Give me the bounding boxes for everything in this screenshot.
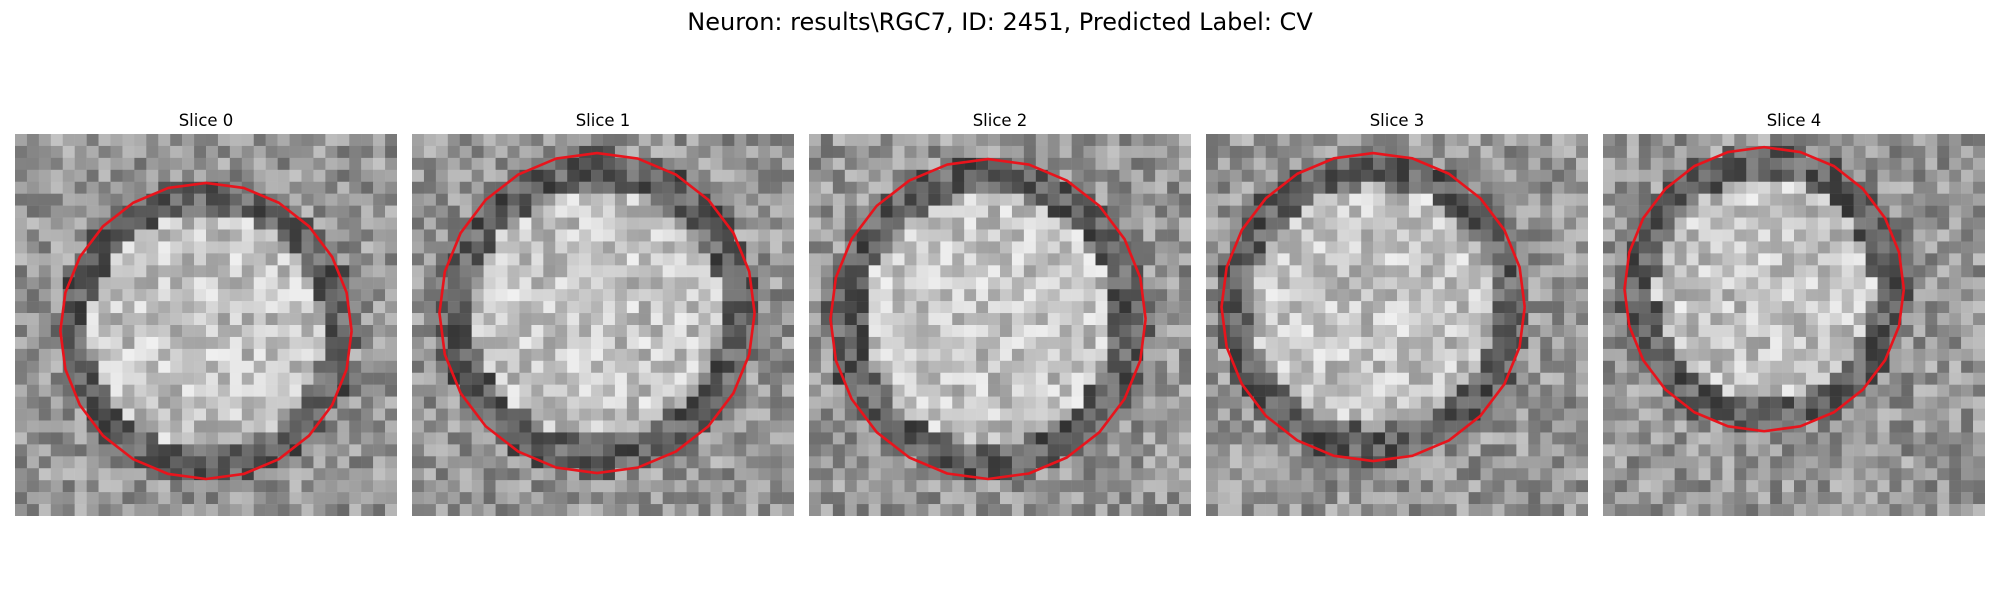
contour-outline (438, 151, 756, 475)
contour-outline (1220, 151, 1527, 463)
figure-title: Neuron: results\RGC7, ID: 2451, Predicte… (687, 8, 1313, 36)
slice-image (412, 134, 794, 516)
slice-panel-4: Slice 4 (1603, 108, 1985, 516)
contour-outline (829, 157, 1147, 481)
slice-title: Slice 3 (1369, 111, 1425, 130)
slice-panel-0: Slice 0 (15, 108, 397, 516)
slice-panel-1: Slice 1 (412, 108, 794, 516)
slice-image (809, 134, 1191, 516)
contour-outline (1623, 145, 1906, 433)
slice-panel-2: Slice 2 (809, 108, 1191, 516)
slice-title: Slice 4 (1766, 111, 1822, 130)
slice-image (1603, 134, 1985, 516)
slice-title: Slice 1 (575, 111, 631, 130)
slice-image (15, 134, 397, 516)
slice-title: Slice 0 (178, 111, 234, 130)
contour-outline (59, 181, 353, 481)
slice-title: Slice 2 (972, 111, 1028, 130)
slice-image (1206, 134, 1588, 516)
slice-panel-3: Slice 3 (1206, 108, 1588, 516)
